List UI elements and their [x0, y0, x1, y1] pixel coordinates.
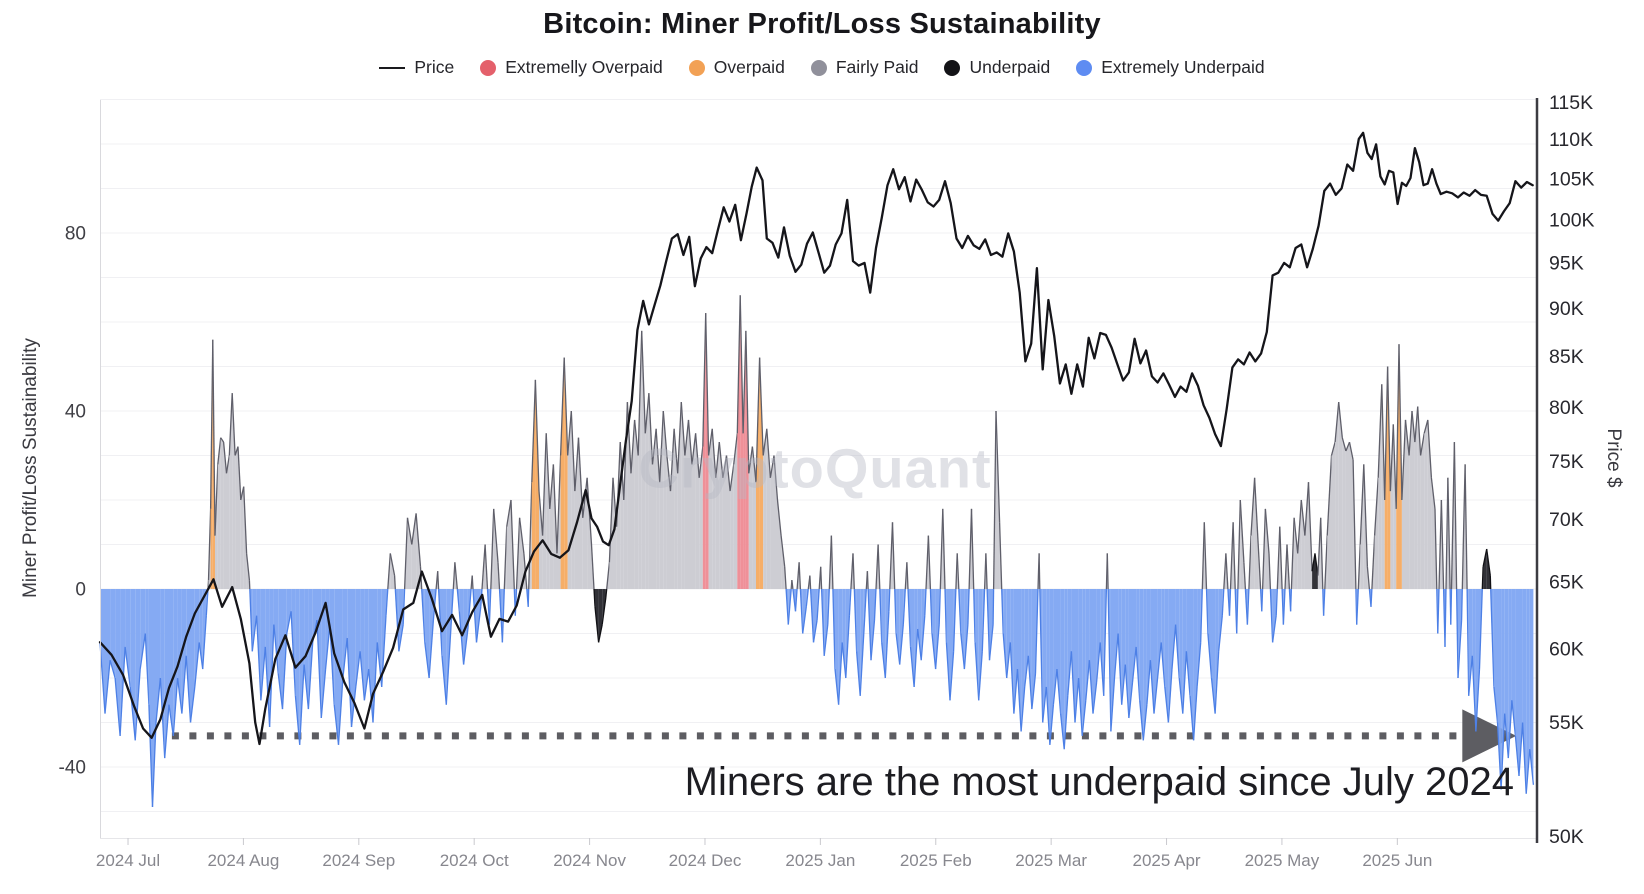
oscillator-outline: [821, 567, 822, 589]
oscillator-area-segment: [221, 438, 224, 589]
left-axis-tick-label: 80: [65, 224, 86, 245]
price-axis-tick-label: 100K: [1549, 209, 1595, 231]
price-axis-tick-label: 70K: [1549, 509, 1584, 531]
legend-item-fairly-paid[interactable]: Fairly Paid: [811, 57, 919, 78]
left-axis-tick-label: 40: [65, 402, 86, 423]
legend-dot-icon: [811, 60, 827, 76]
oscillator-outline: [1107, 553, 1108, 589]
legend-item-label: Extremelly Overpaid: [505, 57, 663, 78]
legend-item-overpaid[interactable]: Overpaid: [689, 57, 785, 78]
price-line-swatch: [379, 67, 405, 69]
oscillator-area-segment: [1346, 442, 1350, 589]
legend-dot-icon: [944, 60, 960, 76]
oscillator-area-segment: [125, 589, 130, 687]
legend: Price Extremelly Overpaid Overpaid Fairly P…: [0, 57, 1644, 78]
month-label: 2025 Feb: [900, 851, 972, 870]
oscillator-area-segment: [195, 589, 199, 687]
right-axis-title: Price $: [1602, 428, 1624, 487]
month-label: 2024 Sep: [322, 851, 395, 870]
legend-dot-icon: [1076, 60, 1092, 76]
oscillator-area-segment: [241, 487, 244, 589]
oscillator-outline: [1291, 589, 1292, 611]
oscillator-outline: [1371, 589, 1372, 607]
month-label: 2024 Aug: [207, 851, 279, 870]
page-title: Bitcoin: Miner Profit/Loss Sustainabilit…: [0, 8, 1644, 41]
oscillator-outline: [1451, 589, 1452, 625]
price-axis-tick-label: 105K: [1549, 168, 1595, 190]
oscillator-area-segment: [1424, 420, 1428, 589]
legend-item-label: Extremely Underpaid: [1101, 57, 1264, 78]
price-axis-tick-label: 55K: [1549, 712, 1584, 734]
price-axis-tick-label: 75K: [1549, 451, 1584, 473]
month-label: 2024 Jul: [96, 851, 160, 870]
oscillator-outline: [1262, 589, 1263, 611]
month-label: 2025 Jun: [1362, 851, 1432, 870]
oscillator-area-segment: [227, 456, 230, 590]
month-label: 2025 Apr: [1133, 851, 1201, 870]
legend-item-extremely-underpaid[interactable]: Extremely Underpaid: [1076, 57, 1264, 78]
oscillator-area-segment: [1421, 433, 1425, 589]
price-axis-tick-label: 110K: [1549, 129, 1593, 151]
price-axis-tick-label: 80K: [1549, 397, 1584, 419]
oscillator-area-segment: [377, 589, 381, 687]
price-axis-tick-label: 95K: [1549, 252, 1584, 274]
price-axis-tick-label: 65K: [1549, 571, 1584, 593]
price-axis-tick-label: 60K: [1549, 639, 1584, 661]
oscillator-area-segment: [343, 589, 347, 678]
month-label: 2024 Dec: [669, 851, 742, 870]
month-label: 2025 Jan: [785, 851, 855, 870]
price-axis-tick-label: 50K: [1549, 826, 1584, 848]
left-axis-tick-label: 0: [75, 580, 86, 601]
oscillator-outline: [1039, 553, 1040, 589]
oscillator-outline: [438, 571, 439, 589]
legend-item-label: Fairly Paid: [836, 57, 919, 78]
oscillator-outline: [1462, 589, 1463, 620]
annotation-text: Miners are the most underpaid since July…: [685, 760, 1514, 805]
oscillator-area-segment: [1332, 442, 1336, 589]
oscillator-outline: [867, 571, 868, 589]
month-label: 2024 Oct: [440, 851, 509, 870]
price-line: [100, 133, 1533, 744]
month-label: 2024 Nov: [553, 851, 626, 870]
legend-dot-icon: [480, 60, 496, 76]
oscillator-outline: [395, 576, 396, 589]
legend-item-price[interactable]: Price: [379, 57, 454, 78]
oscillator-outline: [889, 589, 890, 611]
oscillator-outline: [472, 576, 473, 589]
legend-item-underpaid[interactable]: Underpaid: [944, 57, 1050, 78]
legend-item-label: Underpaid: [969, 57, 1050, 78]
price-axis-tick-label: 90K: [1549, 298, 1584, 320]
legend-dot-icon: [689, 60, 705, 76]
legend-item-label: Price: [414, 57, 454, 78]
oscillator-area-segment: [1342, 438, 1346, 589]
oscillator-area-segment: [140, 589, 145, 669]
oscillator-outline: [606, 589, 607, 598]
oscillator-outline: [528, 589, 529, 607]
oscillator-area-segment: [160, 589, 164, 758]
oscillator-area-segment: [235, 447, 238, 589]
oscillator-outline: [810, 576, 811, 589]
legend-item-extremelly-overpaid[interactable]: Extremelly Overpaid: [480, 57, 663, 78]
oscillator-outline: [1482, 567, 1483, 589]
price-axis-tick-label: 85K: [1549, 346, 1584, 368]
price-axis-tick-label: 115K: [1549, 92, 1593, 114]
oscillator-outline: [993, 589, 994, 625]
legend-item-label: Overpaid: [714, 57, 785, 78]
month-label: 2025 Mar: [1015, 851, 1087, 870]
oscillator-area-segment: [261, 589, 265, 700]
left-axis-title: Miner Profit/Loss Sustainability: [20, 338, 42, 598]
month-label: 2025 May: [1245, 851, 1320, 870]
left-axis-tick-label: -40: [59, 758, 86, 779]
oscillator-area-segment: [360, 589, 364, 700]
